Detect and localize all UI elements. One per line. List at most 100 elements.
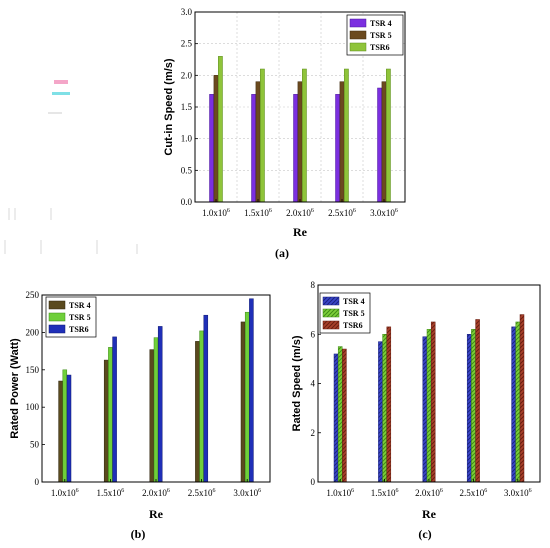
bar-tsr6-5: [519, 314, 525, 483]
legend: TSR 4 TSR 5 TSR6: [346, 14, 404, 56]
y-axis-label: Rated Speed (m/s): [291, 335, 303, 431]
x-tick-label: 1.5x106: [97, 488, 125, 498]
x-tick-label: 2.0x106: [415, 488, 443, 498]
y-tick-label: 0.0: [181, 197, 193, 207]
bar-tsr4-5: [377, 87, 382, 203]
legend-entry: TSR6: [370, 43, 390, 52]
bars: [209, 56, 391, 203]
y-tick-label: 8: [311, 280, 316, 290]
bar-tsr4-1: [58, 380, 63, 483]
y-axis-label: Rated Power (Watt): [9, 338, 21, 439]
y-tick-label: 0.5: [181, 165, 193, 175]
bar-tsr4-5: [240, 321, 246, 483]
legend-entry: TSR 4: [343, 297, 365, 306]
chart-panel-b: 0 50 100 150 200 250 1.0x106 1.5x106 2.0x106 2.5x…: [9, 290, 271, 541]
legend-swatch: [349, 18, 367, 28]
legend-swatch: [349, 30, 367, 40]
panel-label: (a): [275, 246, 289, 260]
legend-entry: TSR 5: [69, 313, 91, 322]
bar-tsr6-2: [386, 326, 392, 483]
x-tick-label: 1.0x106: [51, 488, 79, 498]
panel-label: (b): [131, 527, 146, 541]
bar-tsr5-4: [339, 81, 345, 203]
x-axis-label: Re: [293, 225, 308, 239]
bar-tsr6-3: [302, 68, 307, 203]
legend: TSR 4 TSR 5 TSR6: [45, 296, 97, 338]
bar-tsr6-3: [430, 321, 436, 483]
x-tick-label: 3.0x106: [370, 208, 398, 218]
bar-tsr4-4: [466, 334, 472, 483]
x-tick-label: 3.0x106: [504, 488, 532, 498]
bar-tsr4-4: [335, 94, 340, 203]
bar-tsr5-3: [426, 329, 432, 483]
x-tick-label: 1.5x106: [371, 488, 399, 498]
bar-tsr5-3: [297, 81, 303, 203]
y-tick-label: 0: [35, 477, 40, 487]
legend-swatch: [322, 308, 340, 318]
legend-entry: TSR 4: [69, 301, 91, 310]
y-ticks: 0 2 4 6 8: [311, 280, 321, 487]
bar-tsr6-1: [218, 56, 223, 203]
bar-tsr5-4: [199, 330, 204, 483]
bar-tsr6-2: [260, 68, 265, 203]
bar-tsr4-2: [251, 94, 256, 203]
chart-panel-c: 0 2 4 6 8 1.0x106 1.5x106 2.0x106 2.5x106 3.0x106…: [291, 280, 541, 541]
legend-entry: TSR 5: [370, 31, 392, 40]
x-axis-label: Re: [149, 507, 164, 521]
x-tick-label: 2.0x106: [142, 488, 170, 498]
bar-tsr5-4: [471, 329, 476, 483]
bar-tsr4-2: [103, 359, 109, 483]
bars: [333, 314, 525, 483]
bar-tsr4-1: [333, 353, 339, 483]
bar-tsr5-5: [244, 311, 250, 483]
y-tick-label: 6: [311, 329, 316, 339]
legend-swatch: [349, 42, 367, 52]
y-tick-label: 1.0: [181, 134, 193, 144]
y-tick-label: 150: [26, 365, 40, 375]
x-ticks: 1.0x106 1.5x106 2.0x106 2.5x106 3.0x106: [51, 479, 261, 498]
bar-tsr4-3: [422, 336, 428, 483]
bar-tsr6-1: [342, 348, 347, 483]
chart-panel-a: 0.0 0.5 1.0 1.5 2.0 2.5 3.0 1.0x106 1.5x106 2.0x1…: [163, 7, 406, 260]
legend: TSR 4 TSR 5 TSR6: [319, 292, 371, 334]
bar-tsr5-1: [62, 369, 68, 483]
legend-entry: TSR6: [69, 325, 89, 334]
y-tick-label: 50: [30, 440, 40, 450]
x-tick-label: 3.0x106: [233, 488, 261, 498]
bar-tsr4-5: [511, 326, 516, 483]
y-tick-label: 2: [311, 428, 316, 438]
bar-tsr6-3: [157, 326, 163, 483]
x-tick-label: 2.0x106: [286, 208, 314, 218]
bar-tsr4-3: [149, 349, 155, 483]
legend-entry: TSR 4: [370, 19, 392, 28]
bar-tsr6-4: [344, 68, 349, 203]
x-tick-label: 1.5x106: [244, 208, 272, 218]
x-tick-label: 2.5x106: [188, 488, 216, 498]
bar-tsr4-4: [195, 341, 200, 483]
bar-tsr5-3: [153, 337, 159, 483]
y-ticks: 0.0 0.5 1.0 1.5 2.0 2.5 3.0: [181, 7, 198, 207]
bar-tsr5-1: [337, 346, 343, 483]
legend-entry: TSR 5: [343, 309, 365, 318]
bar-tsr5-5: [515, 321, 521, 483]
y-tick-label: 2.0: [181, 70, 193, 80]
bar-tsr6-4: [475, 319, 480, 483]
x-axis-label: Re: [422, 507, 437, 521]
y-tick-label: 4: [311, 379, 316, 389]
legend-swatch: [322, 320, 340, 330]
y-ticks: 0 50 100 150 200 250: [26, 290, 45, 487]
bar-tsr6-1: [66, 374, 72, 483]
legend-swatch: [48, 300, 66, 310]
y-tick-label: 1.5: [181, 102, 193, 112]
bar-tsr5-2: [382, 334, 387, 483]
x-tick-label: 1.0x106: [326, 488, 354, 498]
x-ticks: 1.0x106 1.5x106 2.0x106 2.5x106 3.0x106: [202, 199, 398, 218]
artifact-marks: [4, 80, 138, 254]
panel-label: (c): [418, 527, 431, 541]
bar-tsr5-2: [108, 347, 113, 483]
bar-tsr5-2: [255, 81, 261, 203]
y-tick-label: 200: [26, 327, 40, 337]
x-tick-label: 1.0x106: [202, 208, 230, 218]
legend-swatch: [322, 296, 340, 306]
bar-tsr5-5: [381, 81, 387, 203]
